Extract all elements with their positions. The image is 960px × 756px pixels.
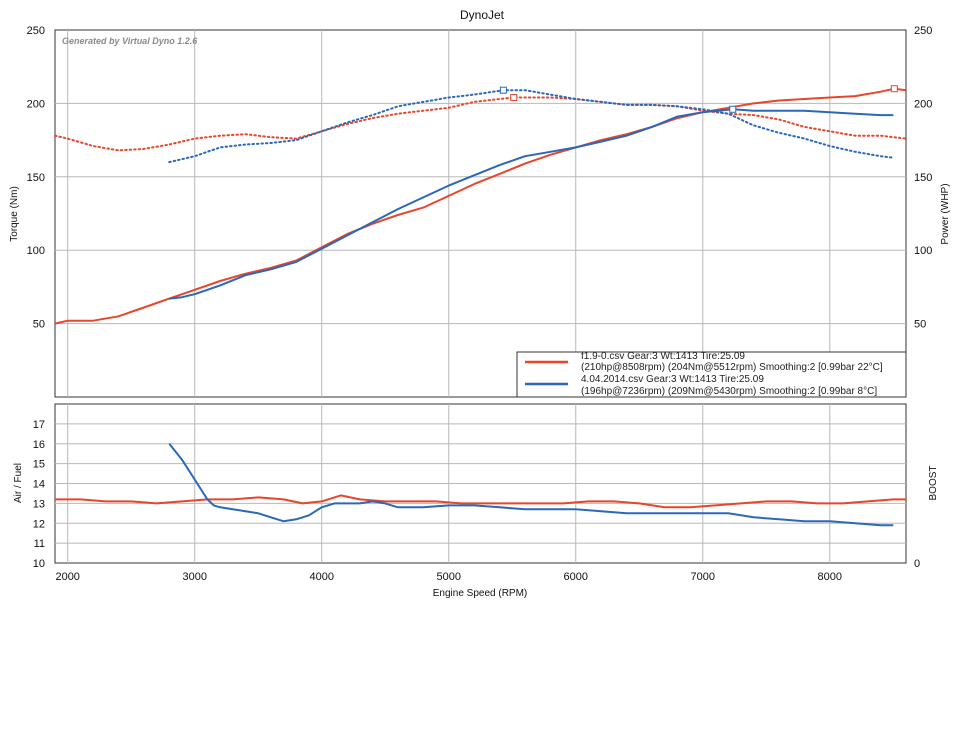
torque-axis-title: Torque (Nm) — [9, 186, 20, 242]
rpm-tick-6000: 6000 — [564, 571, 588, 583]
peak-marker-run2-power — [729, 105, 737, 113]
rpm-axis-ticks: 2000 3000 4000 5000 6000 7000 8000 — [55, 571, 842, 583]
rpm-tick-3000: 3000 — [182, 571, 206, 583]
bottom-panel: 10 11 12 13 14 15 16 17 2000 3000 4000 5000 6000 700… — [13, 403, 939, 599]
torque-tick-250: 250 — [27, 25, 45, 37]
top-grid — [55, 30, 906, 397]
peak-marker-run2-torque — [499, 86, 507, 94]
torque-tick-50: 50 — [33, 319, 45, 331]
chart-title: DynoJet — [460, 8, 505, 22]
torque-tick-150: 150 — [27, 172, 45, 184]
boost-zero-tick: 0 — [914, 558, 920, 570]
rpm-axis-title: Engine Speed (RPM) — [433, 588, 528, 599]
torque-tick-200: 200 — [27, 98, 45, 110]
legend-run2-line1: 4.04.2014.csv Gear:3 Wt:1413 Tire:25.09 — [581, 374, 764, 385]
series-run1-afr — [55, 494, 906, 509]
legend-box — [516, 351, 907, 398]
power-axis-ticks: 50 100 150 200 250 — [914, 25, 932, 331]
legend-run1-line2: (210hp@8508rpm) (204Nm@5512rpm) Smoothin… — [581, 362, 883, 373]
afr-tick-14: 14 — [33, 479, 45, 491]
afr-tick-15: 15 — [33, 459, 45, 471]
rpm-tick-4000: 4000 — [309, 571, 333, 583]
legend: f1.9-0.csv Gear:3 Wt:1413 Tire:25.09 (21… — [516, 351, 907, 398]
peak-markers — [499, 85, 898, 113]
torque-tick-100: 100 — [27, 245, 45, 257]
series-run1-power — [54, 87, 907, 325]
bottom-series — [55, 443, 906, 527]
watermark: Generated by Virtual Dyno 1.2.6 — [62, 36, 198, 46]
series-run1-torque — [54, 96, 907, 152]
series-run2-torque — [168, 89, 895, 164]
series-run2-power — [169, 108, 894, 300]
rpm-tick-7000: 7000 — [691, 571, 715, 583]
peak-marker-run1-power — [890, 85, 898, 93]
series-run2-afr — [168, 443, 894, 527]
peak-marker-run1-torque — [510, 94, 518, 102]
rpm-tick-8000: 8000 — [818, 571, 842, 583]
afr-tick-16: 16 — [33, 439, 45, 451]
afr-axis-title: Air / Fuel — [13, 463, 24, 503]
afr-tick-12: 12 — [33, 518, 45, 530]
afr-tick-13: 13 — [33, 498, 45, 510]
power-tick-50: 50 — [914, 319, 926, 331]
power-axis-title: Power (WHP) — [940, 183, 951, 244]
top-plot-frame — [54, 29, 907, 398]
boost-axis-title: BOOST — [928, 465, 939, 500]
top-series — [54, 87, 907, 325]
afr-tick-10: 10 — [33, 558, 45, 570]
rpm-tick-5000: 5000 — [437, 571, 461, 583]
power-tick-250: 250 — [914, 25, 932, 37]
power-tick-100: 100 — [914, 245, 932, 257]
afr-tick-17: 17 — [33, 419, 45, 431]
top-panel: 50 100 150 200 250 50 100 150 200 250 Generated … — [9, 25, 951, 398]
legend-run1-line1: f1.9-0.csv Gear:3 Wt:1413 Tire:25.09 — [581, 351, 745, 362]
legend-run2-line2: (196hp@7236rpm) (209Nm@5430rpm) Smoothin… — [581, 386, 877, 397]
power-tick-150: 150 — [914, 172, 932, 184]
afr-tick-11: 11 — [34, 538, 45, 550]
rpm-tick-2000: 2000 — [55, 571, 79, 583]
afr-axis-ticks: 10 11 12 13 14 15 16 17 — [33, 419, 45, 570]
torque-axis-ticks: 50 100 150 200 250 — [27, 25, 45, 331]
power-tick-200: 200 — [914, 98, 932, 110]
